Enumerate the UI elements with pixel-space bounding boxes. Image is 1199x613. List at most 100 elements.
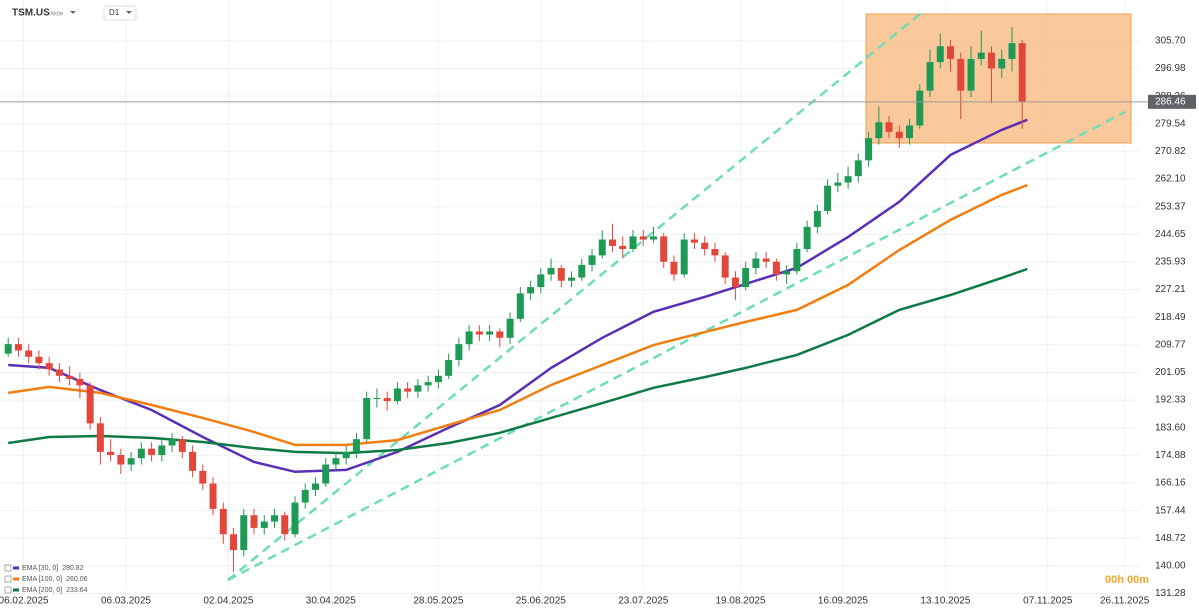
- y-tick-label: 227.21: [1155, 284, 1186, 295]
- x-tick-label: 30.04.2025: [306, 596, 356, 607]
- legend-value: 280.82: [62, 565, 84, 572]
- candle-body: [783, 271, 791, 275]
- candle-body: [967, 58, 975, 91]
- candle-body: [957, 58, 965, 91]
- candle-body: [680, 239, 688, 275]
- candle-body: [137, 448, 145, 459]
- candle-body: [588, 255, 596, 265]
- x-tick-label: 19.08.2025: [716, 596, 766, 607]
- candle-body: [383, 397, 391, 402]
- x-tick-label: 25.06.2025: [516, 596, 566, 607]
- legend-name: EMA [200, 0]: [22, 587, 62, 594]
- x-tick-label: 23.07.2025: [618, 596, 668, 607]
- x-tick-label: 16.09.2025: [818, 596, 868, 607]
- y-tick-label: 235.93: [1155, 257, 1186, 268]
- candle-body: [322, 464, 330, 484]
- legend-swatch: [13, 588, 19, 592]
- grid: [0, 0, 1140, 595]
- y-tick-label: 166.16: [1155, 478, 1186, 489]
- y-tick-label: 140.00: [1155, 561, 1186, 572]
- candle-body: [670, 261, 678, 275]
- legend-icon: [4, 564, 12, 572]
- candle-body: [404, 388, 412, 392]
- y-tick-label: 218.49: [1155, 312, 1186, 323]
- legend-icon: [4, 586, 12, 594]
- candle-body: [916, 90, 924, 126]
- legend-name: EMA [100, 0]: [22, 576, 62, 583]
- candle-body: [977, 52, 985, 59]
- interval-select[interactable]: [103, 5, 137, 21]
- header: TSM.US Aktie D1: [12, 5, 137, 21]
- candle-body: [824, 185, 832, 212]
- x-tick-label: 02.04.2025: [203, 596, 253, 607]
- candle-body: [14, 344, 22, 351]
- candle-body: [987, 52, 995, 69]
- x-tick-label: 28.05.2025: [413, 596, 463, 607]
- y-tick-label: 192.33: [1155, 395, 1186, 406]
- candle-body: [414, 385, 422, 392]
- candle-body: [537, 274, 545, 288]
- x-tick-label: 26.11.2025: [1100, 596, 1150, 607]
- asset-type: Aktie: [50, 12, 64, 18]
- candle-body: [772, 261, 780, 275]
- candle-body: [291, 502, 299, 535]
- candle-body: [629, 236, 637, 250]
- candle-body: [332, 458, 340, 465]
- candle-body: [271, 515, 279, 522]
- candle-body: [598, 239, 606, 256]
- candle-body: [373, 397, 381, 399]
- candle-body: [260, 521, 268, 528]
- candles: [4, 27, 1026, 573]
- candle-body: [496, 331, 504, 338]
- candle-body: [209, 483, 217, 509]
- y-tick-label: 183.60: [1155, 422, 1186, 433]
- candle-body: [854, 160, 862, 177]
- candle-body: [998, 58, 1006, 69]
- candle-body: [547, 268, 555, 275]
- candle-body: [731, 277, 739, 288]
- candle-body: [475, 331, 483, 335]
- candle-body: [1008, 43, 1016, 59]
- y-tick-label: 305.70: [1155, 36, 1186, 47]
- legend-name: EMA [30, 0]: [22, 565, 58, 572]
- candle-body: [148, 448, 156, 456]
- candle-body: [609, 239, 617, 246]
- candle-body: [45, 363, 53, 370]
- y-tick-label: 209.77: [1155, 339, 1186, 350]
- trendline: [227, 110, 1126, 582]
- candle-body: [762, 258, 770, 262]
- candle-body: [434, 375, 442, 383]
- candle-body: [690, 239, 698, 243]
- candle-body: [793, 249, 801, 272]
- candle-body: [311, 483, 319, 490]
- candle-body: [66, 375, 74, 379]
- x-tick-label: 07.11.2025: [1023, 596, 1073, 607]
- countdown: 00h 00m: [1105, 574, 1149, 586]
- candle-body: [189, 451, 197, 471]
- candle-body: [445, 359, 453, 376]
- candle-body: [342, 451, 350, 459]
- dropdown-arrow: [126, 11, 132, 14]
- y-tick-label: 253.37: [1155, 201, 1186, 212]
- candle-body: [117, 455, 125, 465]
- candle-body: [352, 439, 360, 452]
- candle-body: [506, 318, 514, 338]
- candle-body: [742, 268, 750, 288]
- y-tick-label: 201.05: [1155, 367, 1186, 378]
- y-tick-label: 244.65: [1155, 229, 1186, 240]
- candle-body: [875, 122, 883, 139]
- y-tick-label: 131.28: [1155, 588, 1186, 599]
- candle-body: [813, 211, 821, 227]
- candle-body: [281, 515, 289, 535]
- legend-icon: [4, 575, 12, 583]
- candle-body: [711, 249, 719, 256]
- dropdown-arrow[interactable]: [70, 11, 76, 14]
- ema-line: [8, 183, 1028, 447]
- trendlines: [227, 13, 1126, 582]
- candle-body: [219, 508, 227, 535]
- y-tick-label: 262.10: [1155, 174, 1186, 185]
- candle-body: [527, 287, 535, 294]
- candle-body: [947, 46, 955, 59]
- candle-body: [55, 369, 63, 376]
